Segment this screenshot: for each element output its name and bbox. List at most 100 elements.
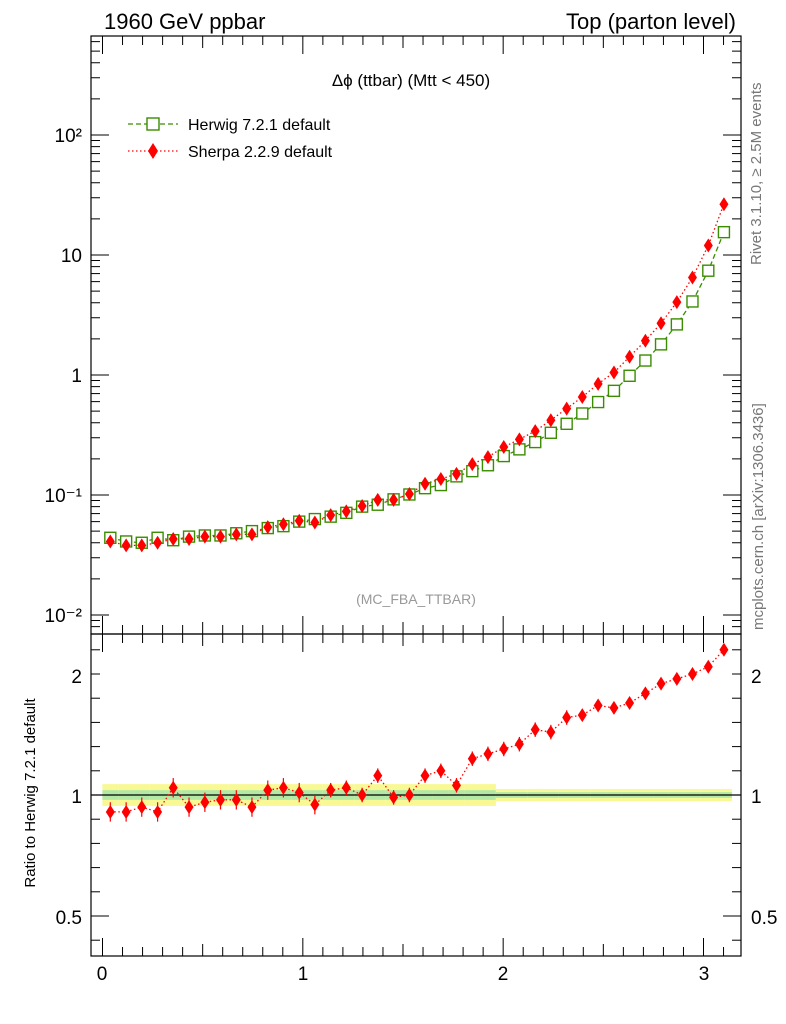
- ratio-panel: 0.5 1 2 0.5 1 2 0 1 2 3 Ratio to Herwig …: [22, 633, 777, 985]
- analysis-watermark: (MC_FBA_TTBAR): [356, 591, 476, 607]
- ratio-point: [483, 746, 493, 761]
- sherpa-point: [168, 531, 178, 546]
- ratio-point: [467, 751, 477, 766]
- herwig-point: [591, 395, 605, 409]
- sherpa-point: [625, 349, 635, 364]
- sherpa-point: [672, 295, 682, 310]
- herwig-point: [544, 426, 558, 439]
- ratio-point: [263, 783, 273, 798]
- ratio-point: [499, 742, 509, 757]
- ratio-point: [184, 800, 194, 815]
- ratio-point: [593, 698, 603, 713]
- ratio-point: [436, 763, 446, 778]
- legend-marker-herwig: [146, 117, 160, 131]
- main-data-layer: [104, 197, 731, 553]
- ratio-point: [687, 667, 697, 681]
- ratio-point: [137, 800, 147, 815]
- sherpa-point: [231, 527, 241, 542]
- ratio-point: [341, 780, 351, 795]
- ratio-point: [640, 686, 650, 701]
- xtick-label-2: 2: [498, 964, 509, 985]
- ratio-data-layer: [105, 642, 729, 822]
- sherpa-point: [404, 486, 414, 501]
- ratio-ytick-label-1: 1: [71, 787, 82, 808]
- ratio-ytick-label-right-2: 2: [751, 667, 762, 688]
- herwig-point: [670, 318, 684, 331]
- herwig-point: [654, 338, 668, 351]
- herwig-point: [717, 225, 731, 239]
- ratio-point: [357, 788, 367, 802]
- sherpa-point: [530, 424, 540, 439]
- legend: Herwig 7.2.1 default Sherpa 2.2.9 defaul…: [128, 117, 333, 161]
- ratio-point: [514, 737, 524, 752]
- sherpa-point: [483, 450, 493, 465]
- sherpa-point: [467, 457, 477, 472]
- herwig-point: [607, 384, 621, 398]
- legend-label-herwig: Herwig 7.2.1 default: [188, 117, 331, 134]
- main-ytick-label-0: 10⁻²: [45, 606, 83, 627]
- ratio-point: [656, 676, 666, 691]
- main-panel: 10⁻² 10⁻¹ 1 10 10² Δϕ (ttbar) (Mtt < 450…: [45, 35, 742, 635]
- legend-label-sherpa: Sherpa 2.2.9 default: [188, 144, 333, 161]
- sherpa-point: [326, 508, 336, 523]
- ratio-point: [153, 804, 163, 819]
- mcplots-credit-label: mcplots.cern.ch [arXiv:1306.3436]: [750, 403, 767, 630]
- ratio-ytick-label-right-1: 1: [751, 787, 762, 808]
- legend-marker-sherpa: [148, 143, 158, 159]
- ratio-ytick-label-0: 0.5: [56, 908, 82, 929]
- main-ytick-label-2: 1: [71, 366, 82, 387]
- ratio-point: [373, 768, 383, 783]
- xtick-label-3: 3: [699, 964, 710, 985]
- ratio-point: [404, 788, 414, 802]
- ratio-point: [703, 659, 713, 674]
- ratio-point: [168, 780, 178, 795]
- sherpa-point: [640, 333, 650, 348]
- ratio-point: [121, 804, 131, 819]
- ratio-point: [530, 722, 540, 737]
- xtick-label-0: 0: [97, 964, 108, 985]
- ratio-point: [389, 790, 399, 805]
- herwig-point: [639, 354, 652, 367]
- sherpa-point: [105, 534, 115, 549]
- herwig-point: [576, 407, 589, 420]
- sherpa-point: [263, 520, 273, 535]
- ratio-point: [420, 768, 430, 783]
- sherpa-point: [121, 538, 131, 553]
- ratio-point: [278, 780, 288, 795]
- sherpa-point: [373, 492, 383, 507]
- sherpa-point: [609, 365, 619, 380]
- sherpa-point: [577, 389, 587, 404]
- herwig-point: [702, 264, 715, 277]
- sherpa-point: [247, 527, 257, 542]
- sherpa-point: [436, 471, 446, 486]
- header-right-label: Top (parton level): [566, 9, 736, 34]
- main-y-ticks: [91, 41, 741, 628]
- sherpa-point: [514, 432, 524, 447]
- sherpa-point: [341, 504, 351, 519]
- ratio-ytick-label-right-0: 0.5: [751, 908, 777, 929]
- legend-entry-herwig: Herwig 7.2.1 default: [128, 117, 331, 134]
- main-ytick-label-4: 10²: [55, 126, 82, 147]
- herwig-line: [110, 231, 725, 544]
- sherpa-point: [389, 492, 399, 507]
- sherpa-point: [656, 316, 666, 331]
- ratio-point: [451, 778, 461, 793]
- herwig-point: [560, 417, 573, 431]
- ratio-point: [609, 700, 619, 715]
- sherpa-point: [420, 476, 430, 491]
- ratio-point: [577, 708, 587, 723]
- ratio-point: [294, 785, 304, 800]
- herwig-point: [623, 369, 636, 382]
- sherpa-point: [184, 531, 194, 546]
- sherpa-point: [137, 538, 147, 553]
- xtick-label-1: 1: [298, 964, 309, 985]
- ratio-ytick-label-2: 2: [71, 667, 82, 688]
- sherpa-point: [310, 515, 320, 530]
- ratio-point: [326, 783, 336, 798]
- sherpa-point: [703, 238, 713, 253]
- ratio-y-axis-label: Ratio to Herwig 7.2.1 default: [22, 698, 39, 888]
- sherpa-point: [215, 529, 225, 544]
- sherpa-point: [687, 270, 697, 285]
- herwig-point: [529, 435, 542, 449]
- ratio-point: [719, 642, 729, 657]
